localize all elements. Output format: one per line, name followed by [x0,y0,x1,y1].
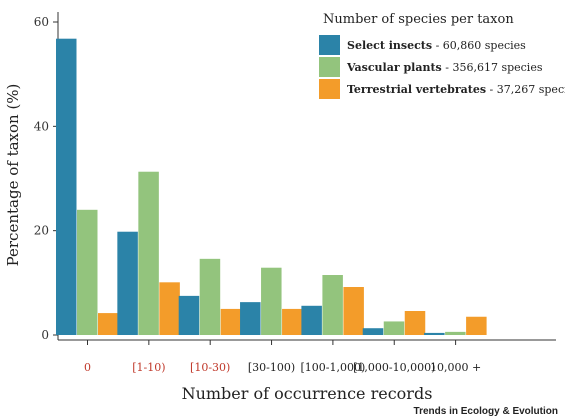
bar-select-insects-1 [117,231,138,335]
bar-terrestrial-vertebrates-1 [159,282,180,335]
bar-select-insects-0 [56,38,77,336]
x-tick-label: 0 [84,361,91,374]
legend: Number of species per taxon Select insect… [319,12,565,99]
y-tick-label: 20 [34,224,49,238]
legend-swatch [319,57,340,77]
axes-layer: 0 20 40 60 0 [1-10) [10-30) [30-100) [100-1,000)… [34,12,556,374]
bar-vascular-plants-5 [383,321,405,335]
bar-vascular-plants-0 [77,209,98,335]
bar-select-insects-5 [362,328,384,335]
bar-select-insects-4 [301,305,322,335]
bar-vascular-plants-3 [261,267,282,335]
legend-series-name: Vascular plants [346,61,442,74]
legend-swatch [319,35,340,55]
bar-vascular-plants-6 [445,331,466,335]
bar-vascular-plants-1 [138,171,159,335]
legend-title: Number of species per taxon [323,12,514,27]
bar-terrestrial-vertebrates-4 [343,287,364,335]
bars-layer [56,38,487,336]
x-tick-label: [1-10) [132,361,165,374]
bar-select-insects-2 [178,295,200,335]
legend-series-detail: - 60,860 species [432,39,526,52]
bar-vascular-plants-2 [199,258,221,335]
x-tick-label: 10,000 + [430,361,481,374]
x-axis-label: Number of occurrence records [182,384,433,403]
legend-entry: Select insects - 60,860 species [347,39,526,52]
legend-series-name: Select insects [347,39,432,52]
bar-terrestrial-vertebrates-2 [220,308,242,335]
y-tick-label: 60 [34,15,49,29]
y-axis-label: Percentage of taxon (%) [4,84,22,267]
legend-series-detail: - 37,267 species [486,83,565,96]
bar-select-insects-6 [424,332,445,335]
bar-terrestrial-vertebrates-6 [466,316,487,335]
legend-entry: Terrestrial vertebrates - 37,267 species [347,83,565,96]
bar-terrestrial-vertebrates-3 [282,308,303,335]
bar-terrestrial-vertebrates-0 [98,313,119,335]
bar-select-insects-3 [240,302,261,335]
x-tick-label: [10-30) [190,361,230,374]
bar-vascular-plants-4 [322,275,343,335]
footer-credit: Trends in Ecology & Evolution [414,406,558,417]
y-tick-label: 0 [41,328,49,342]
bar-terrestrial-vertebrates-5 [404,311,426,335]
x-tick-label: [1,000-10,000) [353,361,435,374]
x-tick-label: [30-100) [248,361,295,374]
legend-entry: Vascular plants - 356,617 species [346,61,543,74]
legend-series-detail: - 356,617 species [442,61,543,74]
x-tick-label: [100-1,000) [301,361,366,374]
legend-swatch [319,79,340,99]
y-tick-label: 40 [34,119,49,133]
legend-series-name: Terrestrial vertebrates [347,83,486,96]
